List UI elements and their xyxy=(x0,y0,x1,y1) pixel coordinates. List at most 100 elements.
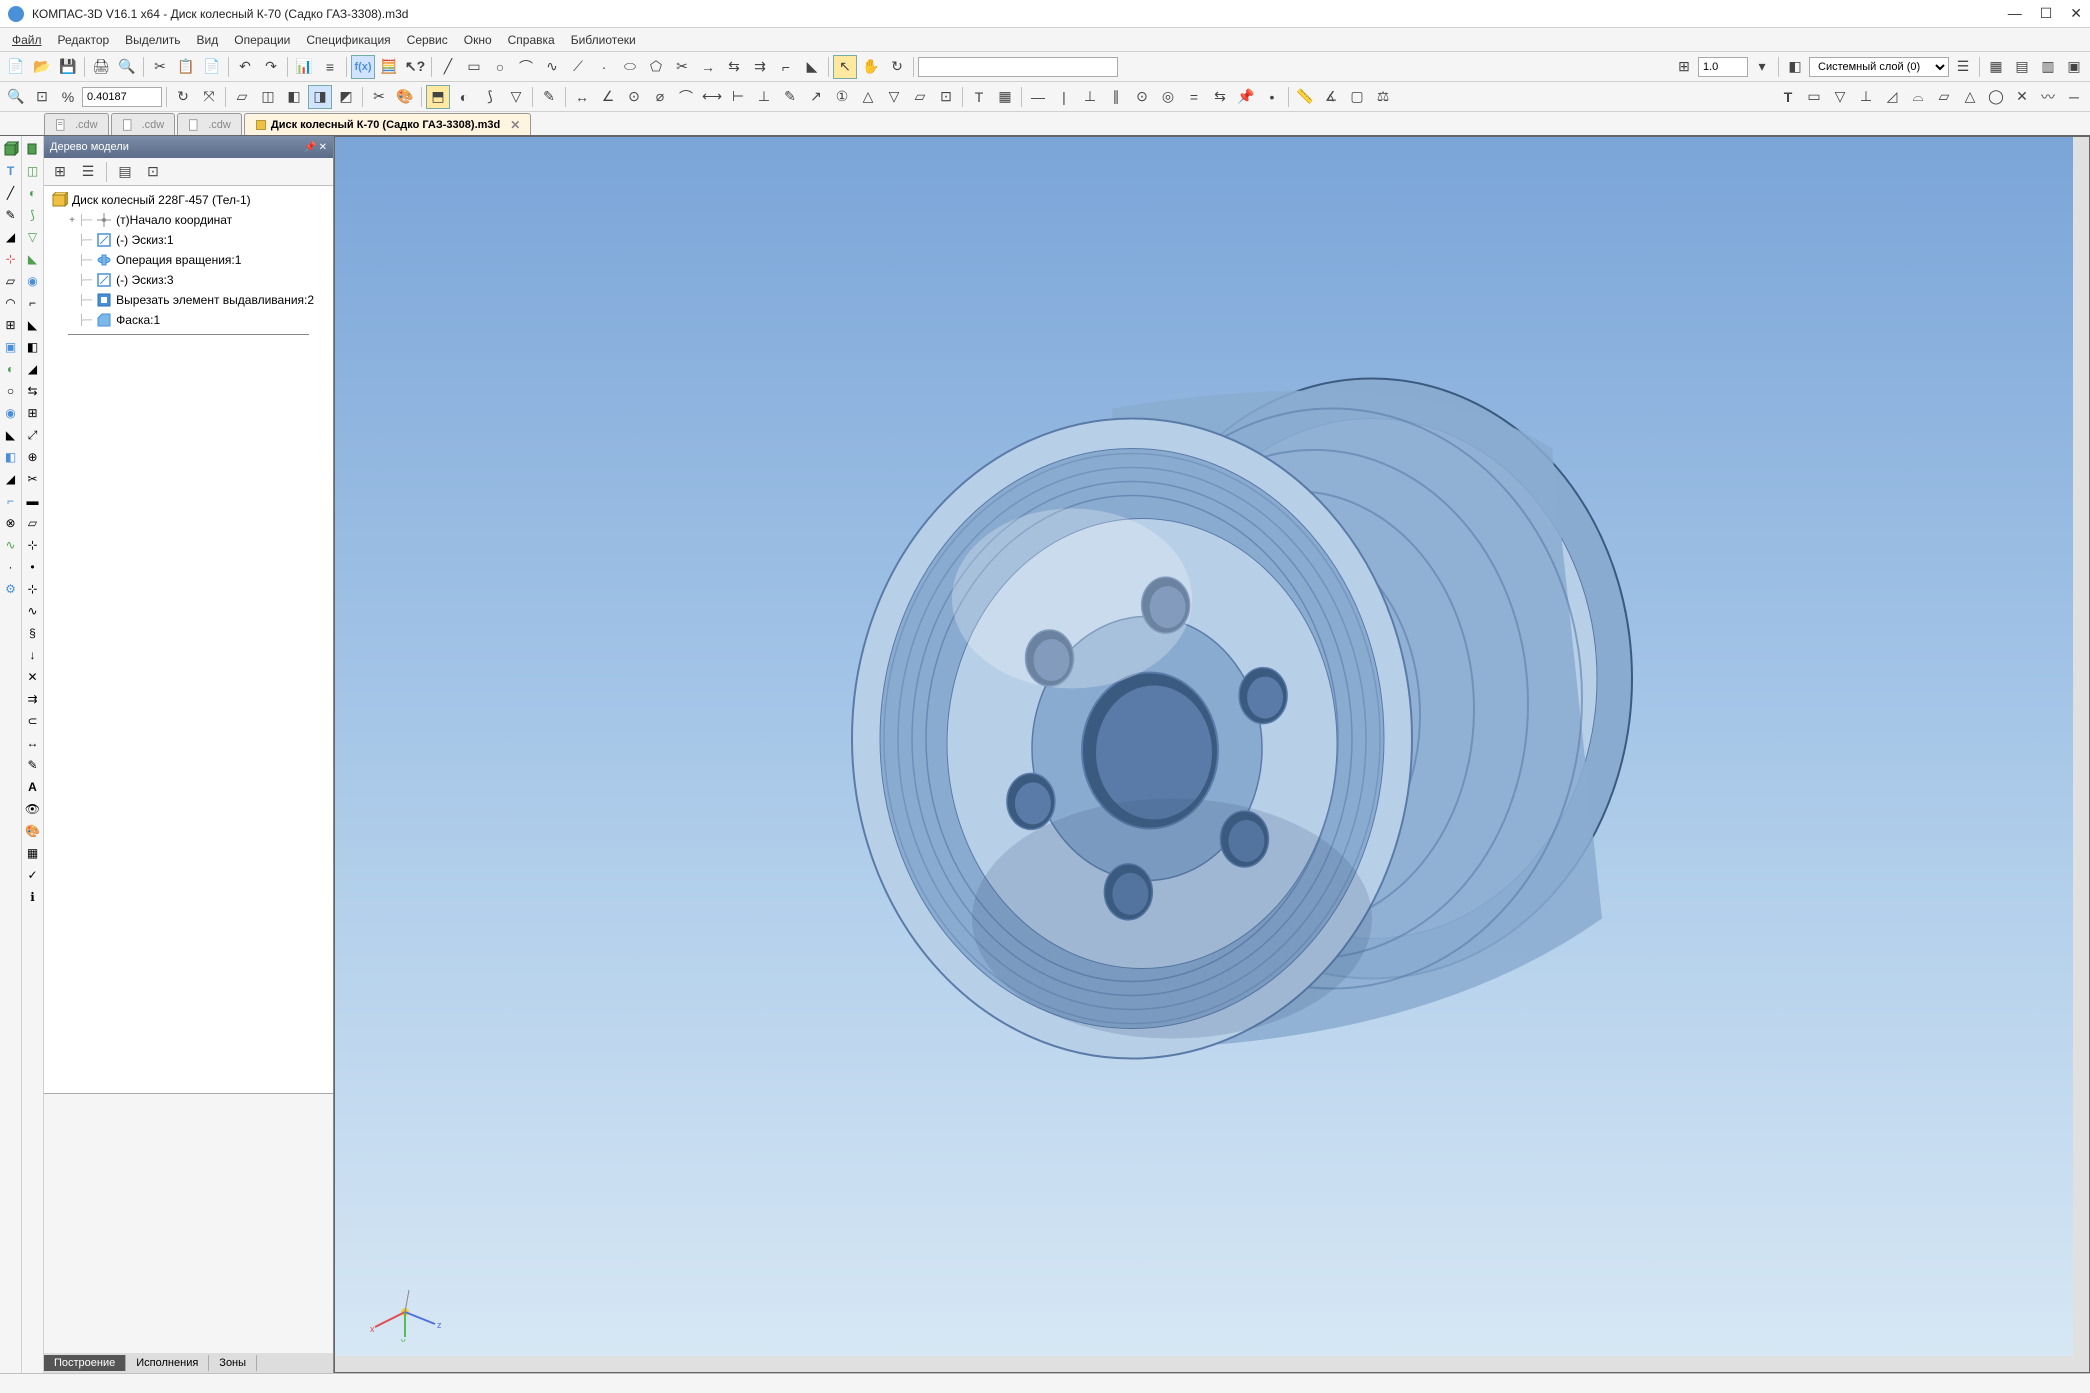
select-tool[interactable]: ↖ xyxy=(833,55,857,79)
dim-angular[interactable]: ∠ xyxy=(596,85,620,109)
perspective-button[interactable]: ◩ xyxy=(334,85,358,109)
polygon-tool[interactable]: ⬠ xyxy=(644,55,668,79)
revolve-button[interactable]: ◐ xyxy=(452,85,476,109)
constr-tan[interactable]: ⊙ xyxy=(1130,85,1154,109)
redo-button[interactable]: ↷ xyxy=(259,55,283,79)
spline-tool[interactable]: ∿ xyxy=(540,55,564,79)
lt-body-icon[interactable]: ▣ xyxy=(2,338,20,356)
view-1[interactable]: ▦ xyxy=(1984,55,2008,79)
fx-button[interactable]: f(x) xyxy=(351,55,375,79)
t-ang[interactable]: ◿ xyxy=(1880,85,1904,109)
lt2-plane2-icon[interactable]: ▱ xyxy=(24,514,42,532)
step-down[interactable]: ▾ xyxy=(1750,55,1774,79)
trim-tool[interactable]: ✂ xyxy=(670,55,694,79)
lt2-check-icon[interactable]: ✓ xyxy=(24,866,42,884)
lt-settings-icon[interactable]: ⚙ xyxy=(2,580,20,598)
save-button[interactable]: 💾 xyxy=(56,55,80,79)
zoom-value-input[interactable] xyxy=(82,87,162,107)
lt2-info-icon[interactable]: ℹ xyxy=(24,888,42,906)
lt2-rib-icon[interactable]: ◣ xyxy=(24,250,42,268)
properties-button[interactable]: 📊 xyxy=(292,55,316,79)
lt2-extrude-icon[interactable] xyxy=(24,140,42,158)
t-line[interactable]: ─ xyxy=(2062,85,2086,109)
section-button[interactable]: ✂ xyxy=(367,85,391,109)
tree-node-0[interactable]: +├─(т)Начало координат xyxy=(48,210,329,230)
lt2-pattern-icon[interactable]: ⊞ xyxy=(24,404,42,422)
color-button[interactable]: 🎨 xyxy=(393,85,417,109)
lt-shell-icon[interactable]: ◧ xyxy=(2,448,20,466)
layer-icon[interactable]: ◧ xyxy=(1783,55,1807,79)
rect-tool[interactable]: ▭ xyxy=(462,55,486,79)
tab-2[interactable]: .cdw xyxy=(177,113,242,135)
menu-help[interactable]: Справка xyxy=(500,31,563,49)
dim-diameter[interactable]: ⌀ xyxy=(648,85,672,109)
view-2[interactable]: ▤ xyxy=(2010,55,2034,79)
lt-surf-icon[interactable]: ◠ xyxy=(2,294,20,312)
tree-body[interactable]: Диск колесный 228Г-457 (Тел-1) +├─(т)Нач… xyxy=(44,186,333,1093)
tree-view2-button[interactable]: ☰ xyxy=(76,160,100,184)
tree-node-4[interactable]: ├─Вырезать элемент выдавливания:2 xyxy=(48,290,329,310)
calc-button[interactable]: 🧮 xyxy=(377,55,401,79)
mass-props[interactable]: ⚖ xyxy=(1371,85,1395,109)
dim-linear[interactable]: ↔ xyxy=(570,85,594,109)
zoom-window-button[interactable]: ⊡ xyxy=(30,85,54,109)
tree-root-node[interactable]: Диск колесный 228Г-457 (Тел-1) xyxy=(48,190,329,210)
lt-cube-icon[interactable] xyxy=(2,140,20,158)
lt2-revolve-icon[interactable]: ◐ xyxy=(24,184,42,202)
view-3[interactable]: ▥ xyxy=(2036,55,2060,79)
tab-3-active[interactable]: Диск колесный К-70 (Садко ГАЗ-3308).m3d … xyxy=(244,113,531,135)
menu-view[interactable]: Вид xyxy=(189,31,227,49)
lt-point-icon[interactable]: · xyxy=(2,558,20,576)
sketch-button[interactable]: ✎ xyxy=(537,85,561,109)
dim-chain[interactable]: ⟷ xyxy=(700,85,724,109)
t-tri[interactable]: ▽ xyxy=(1828,85,1852,109)
surface-tool[interactable]: ▽ xyxy=(882,85,906,109)
lt2-loft-icon[interactable]: ▽ xyxy=(24,228,42,246)
ellipse-tool[interactable]: ⬭ xyxy=(618,55,642,79)
measure-angle[interactable]: ∡ xyxy=(1319,85,1343,109)
loft-button[interactable]: ▽ xyxy=(504,85,528,109)
tree-node-2[interactable]: ├─Операция вращения:1 xyxy=(48,250,329,270)
layer-manager[interactable]: ☰ xyxy=(1951,55,1975,79)
lt2-offset-icon[interactable]: ⇉ xyxy=(24,690,42,708)
constr-h[interactable]: — xyxy=(1026,85,1050,109)
t-perp[interactable]: ⊥ xyxy=(1854,85,1878,109)
lt2-boolean-icon[interactable]: ⊕ xyxy=(24,448,42,466)
lt-plane-icon[interactable]: ▱ xyxy=(2,272,20,290)
constr-para[interactable]: ∥ xyxy=(1104,85,1128,109)
lt2-note-icon[interactable]: ✎ xyxy=(24,756,42,774)
menu-select[interactable]: Выделить xyxy=(117,31,188,49)
weld-tool[interactable]: △ xyxy=(856,85,880,109)
constr-coinc[interactable]: • xyxy=(1260,85,1284,109)
lt2-shell-icon[interactable]: ◧ xyxy=(24,338,42,356)
copy-button[interactable]: 📋 xyxy=(174,55,198,79)
lt2-curve2-icon[interactable]: ∿ xyxy=(24,602,42,620)
lt-circle-icon[interactable]: ○ xyxy=(2,382,20,400)
arc-tool[interactable]: ⌒ xyxy=(514,55,538,79)
balloon-tool[interactable]: ① xyxy=(830,85,854,109)
lt2-draft-icon[interactable]: ◢ xyxy=(24,360,42,378)
lt-edit-icon[interactable]: ✎ xyxy=(2,206,20,224)
tree-node-3[interactable]: ├─(-) Эскиз:3 xyxy=(48,270,329,290)
menu-spec[interactable]: Спецификация xyxy=(298,31,398,49)
table-tool[interactable]: ▦ xyxy=(993,85,1017,109)
dim-arc[interactable]: ⌒ xyxy=(674,85,698,109)
tree-filter-button[interactable]: ▤ xyxy=(113,160,137,184)
lt-sketch-icon[interactable]: ◢ xyxy=(2,228,20,246)
lt2-dim-icon[interactable]: ↔ xyxy=(24,734,42,752)
step-input[interactable] xyxy=(1698,57,1748,77)
refresh-button[interactable]: ↻ xyxy=(171,85,195,109)
tree-node-1[interactable]: ├─(-) Эскиз:1 xyxy=(48,230,329,250)
menu-operations[interactable]: Операции xyxy=(226,31,298,49)
lt2-thicken-icon[interactable]: ▬ xyxy=(24,492,42,510)
lt-text-icon[interactable]: T xyxy=(2,162,20,180)
constr-equal[interactable]: = xyxy=(1182,85,1206,109)
lt-draft-icon[interactable]: ◢ xyxy=(2,470,20,488)
search-input[interactable] xyxy=(918,57,1118,77)
snap-toggle[interactable]: ⊞ xyxy=(1672,55,1696,79)
t-wave[interactable]: 〰 xyxy=(2036,85,2060,109)
tree-view1-button[interactable]: ⊞ xyxy=(48,160,72,184)
menu-window[interactable]: Окно xyxy=(456,31,500,49)
paste-button[interactable]: 📄 xyxy=(200,55,224,79)
lt-thread-icon[interactable]: ⊗ xyxy=(2,514,20,532)
